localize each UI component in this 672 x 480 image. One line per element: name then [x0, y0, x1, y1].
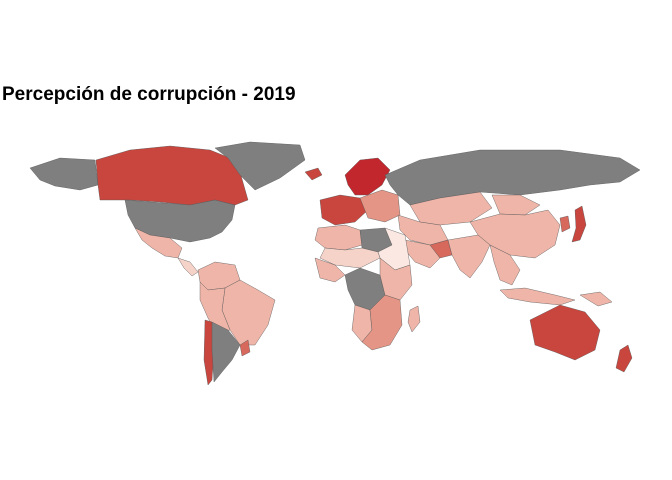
region-new-zealand: New Zealand: [615, 344, 633, 373]
map-title: Percepción de corrupción - 2019: [2, 84, 296, 105]
region-west-africa: West Africa: [314, 257, 346, 283]
region-alaska: Alaska: [29, 157, 99, 191]
region-korea: Korea: [559, 215, 571, 233]
region-uruguay: Uruguay: [239, 339, 251, 357]
region-india: India: [447, 234, 491, 279]
region-north-africa: North Africa: [314, 224, 363, 251]
region-japan: Japan: [571, 205, 587, 243]
region-russia: Russia: [384, 149, 641, 206]
region-scandinavia: Scandinavia: [344, 157, 391, 196]
region-eastern-europe: Eastern Europe: [359, 189, 401, 223]
region-australia: Australia: [529, 304, 601, 361]
region-indonesia: Indonesia: [499, 287, 576, 306]
region-southeast-asia: Southeast Asia: [489, 244, 521, 286]
region-western-europe: Western Europe: [319, 194, 369, 226]
region-madagascar: Madagascar: [407, 305, 421, 333]
region-southern-africa: Southern Africa: [361, 294, 403, 351]
region-papua-new-guinea: Papua New Guinea: [579, 291, 613, 307]
region-central-america: Central America: [177, 257, 199, 277]
region-argentina: Argentina: [211, 321, 241, 383]
region-iceland-uk: Iceland / UK: [304, 167, 323, 181]
region-mongolia: Mongolia: [491, 194, 541, 216]
region-peru-bolivia: Peru / Bolivia: [199, 281, 231, 336]
region-east-africa: East Africa: [379, 257, 413, 301]
region-greenland: Greenland: [214, 141, 306, 191]
